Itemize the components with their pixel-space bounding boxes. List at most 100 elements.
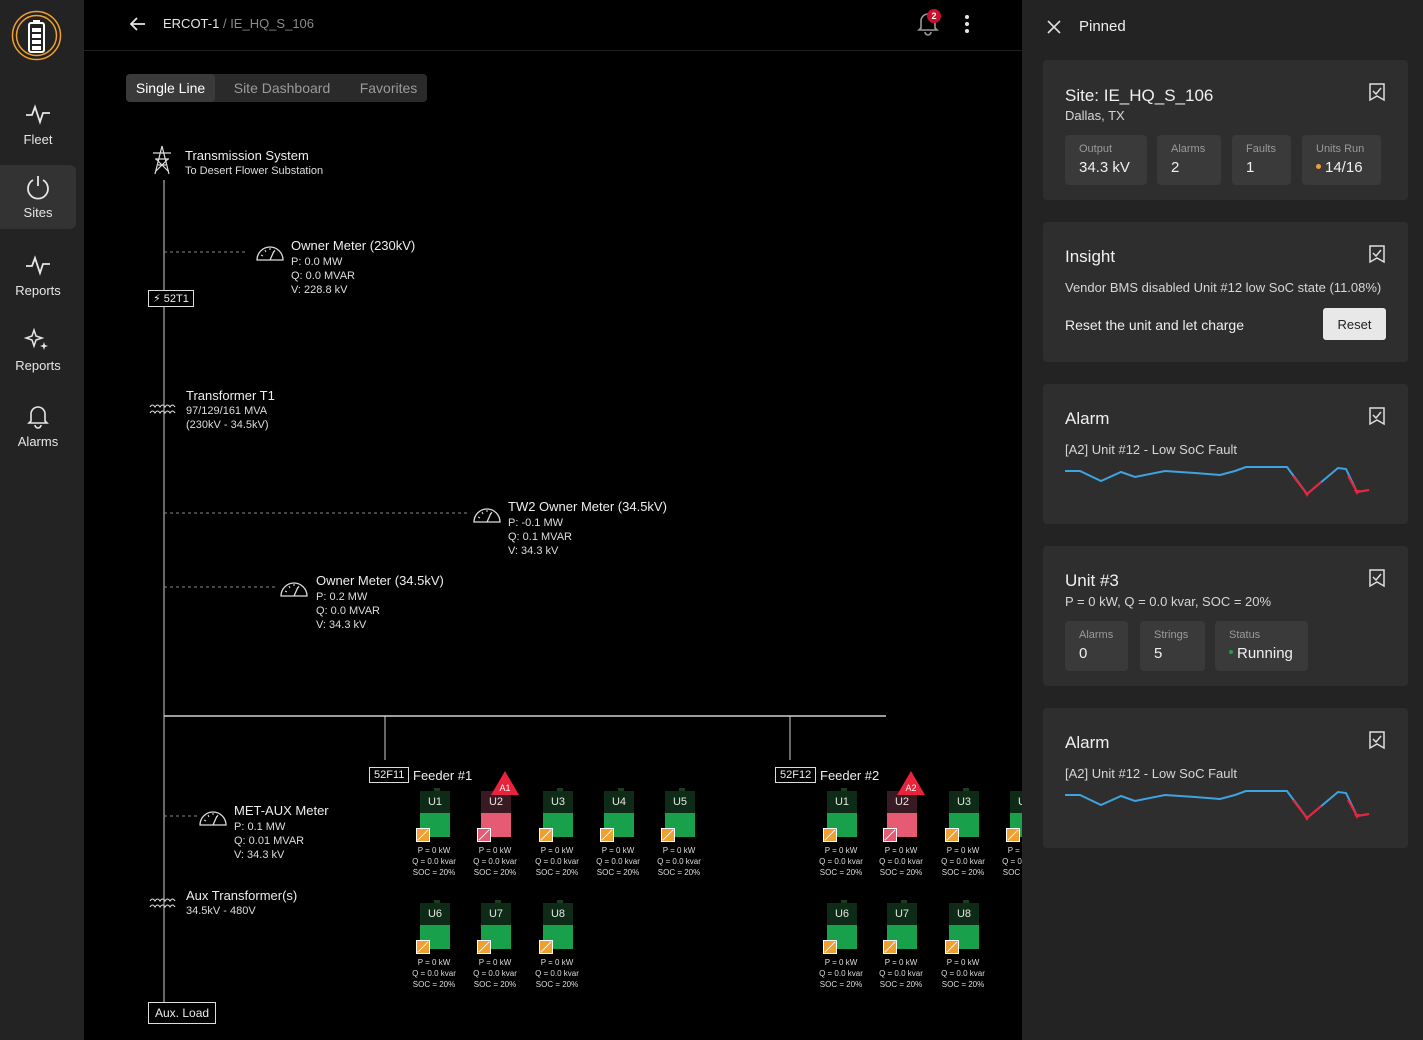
- stat-alarms: Alarms 2: [1157, 135, 1221, 185]
- alarm-code: A2: [905, 783, 916, 793]
- transformer-title[interactable]: Transformer T1: [186, 388, 275, 403]
- met-aux-p: P: 0.1 MW: [234, 821, 286, 833]
- bookmark-check-icon[interactable]: [1368, 406, 1386, 426]
- unit-terminal: [557, 900, 563, 903]
- pv-inverter-icon: [945, 828, 959, 842]
- transformer-icon[interactable]: [149, 402, 179, 416]
- transformer-icon[interactable]: [149, 896, 179, 910]
- unit-soc: SOC = 20%: [596, 868, 640, 877]
- tab-site-dashboard[interactable]: Site Dashboard: [233, 80, 331, 96]
- battery-unit[interactable]: U7 P = 0 kW Q = 0.0 kvar SOC = 20%: [879, 900, 931, 1000]
- transmission-title: Transmission System: [185, 148, 309, 163]
- transformer-ratio: (230kV - 34.5kV): [186, 419, 269, 431]
- bookmark-check-icon[interactable]: [1368, 244, 1386, 264]
- alarm-triangle-icon[interactable]: A2: [896, 770, 926, 801]
- nav-item-reports[interactable]: Reports: [0, 243, 76, 307]
- owner-meter-345-q: Q: 0.0 MVAR: [316, 605, 380, 617]
- unit-q: Q = 0.0 kvar: [941, 857, 985, 866]
- feeder-2-label[interactable]: Feeder #2: [820, 768, 880, 783]
- more-menu-icon[interactable]: [964, 14, 970, 34]
- back-arrow-icon[interactable]: [128, 14, 148, 34]
- battery-unit[interactable]: U4 P = 0 kW Q = 0.0 kvar SOC = 20%: [596, 788, 648, 888]
- feeder-1-label[interactable]: Feeder #1: [413, 768, 473, 783]
- unit-label: U4: [604, 791, 634, 813]
- breaker-52t1[interactable]: ⚡︎ 52T1: [148, 290, 194, 307]
- unit-p: P = 0 kW: [601, 846, 635, 855]
- unit-card[interactable]: Unit #3 P = 0 kW, Q = 0.0 kvar, SOC = 20…: [1043, 546, 1408, 686]
- unit-soc: SOC = 20%: [1002, 868, 1022, 877]
- meter-gauge-icon[interactable]: [472, 502, 502, 524]
- alarm-text: [A2] Unit #12 - Low SoC Fault: [1065, 442, 1237, 457]
- aux-load[interactable]: Aux. Load: [148, 1002, 217, 1024]
- aux-transformer-title[interactable]: Aux Transformer(s): [186, 888, 298, 903]
- meter-gauge-icon[interactable]: [279, 576, 309, 598]
- battery-unit[interactable]: U8 P = 0 kW Q = 0.0 kvar SOC = 20%: [941, 900, 993, 1000]
- tw2-meter-v: V: 34.3 kV: [508, 545, 559, 557]
- breadcrumb-separator: /: [219, 16, 231, 31]
- nav-item-fleet[interactable]: Fleet: [0, 92, 76, 156]
- owner-meter-230-title[interactable]: Owner Meter (230kV): [291, 238, 416, 253]
- alarm-sparkline: [1065, 790, 1370, 821]
- breadcrumb-site-group[interactable]: ERCOT-1: [163, 16, 220, 31]
- stat-label: Output: [1079, 143, 1113, 155]
- alarm-card[interactable]: Alarm [A2] Unit #12 - Low SoC Fault: [1043, 384, 1408, 524]
- battery-logo-icon[interactable]: [11, 10, 62, 61]
- unit-p: P = 0 kW: [478, 846, 512, 855]
- reset-button[interactable]: Reset: [1323, 308, 1386, 340]
- bookmark-check-icon[interactable]: [1368, 730, 1386, 750]
- unit-soc: SOC = 20%: [412, 868, 456, 877]
- tab-single-line[interactable]: Single Line: [126, 74, 215, 102]
- alarm-code: A1: [499, 783, 510, 793]
- meter-gauge-icon[interactable]: [198, 805, 228, 827]
- close-icon[interactable]: [1046, 19, 1062, 35]
- alarm-text: [A2] Unit #12 - Low SoC Fault: [1065, 766, 1237, 781]
- breaker-52f11[interactable]: 52F11: [369, 767, 410, 783]
- battery-unit[interactable]: U3 P = 0 kW Q = 0.0 kvar SOC = 20%: [535, 788, 587, 888]
- unit-p: P = 0 kW: [417, 846, 451, 855]
- unit-label: U8: [949, 903, 979, 925]
- insight-title: Insight: [1065, 247, 1116, 266]
- nav-item-reports-ai[interactable]: Reports: [0, 318, 76, 382]
- battery-unit[interactable]: U8 P = 0 kW Q = 0.0 kvar SOC = 20%: [535, 900, 587, 1000]
- unit-label: U3: [949, 791, 979, 813]
- battery-unit[interactable]: U6 P = 0 kW Q = 0.0 kvar SOC = 20%: [819, 900, 871, 1000]
- nav-label: Alarms: [17, 434, 59, 449]
- meter-gauge-icon[interactable]: [255, 240, 285, 262]
- site-card[interactable]: Site: IE_HQ_S_106 Dallas, TX Output 34.3…: [1043, 60, 1408, 200]
- battery-unit[interactable]: U2 P = 0 kW Q = 0.0 kvar SOC = 20%: [879, 788, 931, 888]
- nav-item-sites[interactable]: Sites: [0, 165, 76, 229]
- alarm-title: Alarm: [1065, 409, 1110, 428]
- battery-unit[interactable]: U3 P = 0 kW Q = 0.0 kvar SOC = 20%: [941, 788, 993, 888]
- battery-unit[interactable]: U5 P = 0 kW Q = 0.0 kvar SOC = 20%: [657, 788, 709, 888]
- battery-unit[interactable]: U1 P = 0 kW Q = 0.0 kvar SOC = 20%: [412, 788, 464, 888]
- met-aux-title[interactable]: MET-AUX Meter: [234, 803, 329, 818]
- alarm-triangle-icon[interactable]: A1: [490, 770, 520, 801]
- battery-unit[interactable]: U6 P = 0 kW Q = 0.0 kvar SOC = 20%: [412, 900, 464, 1000]
- tab-favorites[interactable]: Favorites: [359, 80, 418, 96]
- stat-label: Alarms: [1171, 143, 1206, 155]
- unit-card-text: P = 0 kW, Q = 0.0 kvar, SOC = 20%: [1065, 594, 1272, 609]
- unit-soc: SOC = 20%: [473, 868, 517, 877]
- pv-inverter-icon: [600, 828, 614, 842]
- unit-label: U1: [420, 791, 450, 813]
- nav-label: Reports: [15, 358, 61, 373]
- unit-stats: P = 0 kW Q = 0.0 kvar SOC = 20%: [933, 845, 993, 878]
- nav-item-alarms[interactable]: Alarms: [0, 394, 76, 458]
- bookmark-check-icon[interactable]: [1368, 82, 1386, 102]
- bookmark-check-icon[interactable]: [1368, 568, 1386, 588]
- alarm-card[interactable]: Alarm [A2] Unit #12 - Low SoC Fault: [1043, 708, 1408, 848]
- stat-value: 34.3 kV: [1079, 159, 1130, 176]
- battery-unit[interactable]: U4 P = 0 kW Q = 0.0 kvar SOC = 20%: [1002, 788, 1022, 888]
- owner-meter-345-title[interactable]: Owner Meter (34.5kV): [316, 573, 444, 588]
- unit-stats: P = 0 kW Q = 0.0 kvar SOC = 20%: [404, 845, 464, 878]
- insight-card[interactable]: Insight Vendor BMS disabled Unit #12 low…: [1043, 222, 1408, 362]
- unit-q: Q = 0.0 kvar: [879, 969, 923, 978]
- unit-p: P = 0 kW: [662, 846, 696, 855]
- breaker-52f12[interactable]: 52F12: [775, 767, 817, 783]
- unit-p: P = 0 kW: [946, 958, 980, 967]
- battery-unit[interactable]: U7 P = 0 kW Q = 0.0 kvar SOC = 20%: [473, 900, 525, 1000]
- battery-unit[interactable]: U1 P = 0 kW Q = 0.0 kvar SOC = 20%: [819, 788, 871, 888]
- tw2-meter-title[interactable]: TW2 Owner Meter (34.5kV): [508, 499, 667, 514]
- battery-unit[interactable]: U2 P = 0 kW Q = 0.0 kvar SOC = 20%: [473, 788, 525, 888]
- unit-terminal: [557, 788, 563, 791]
